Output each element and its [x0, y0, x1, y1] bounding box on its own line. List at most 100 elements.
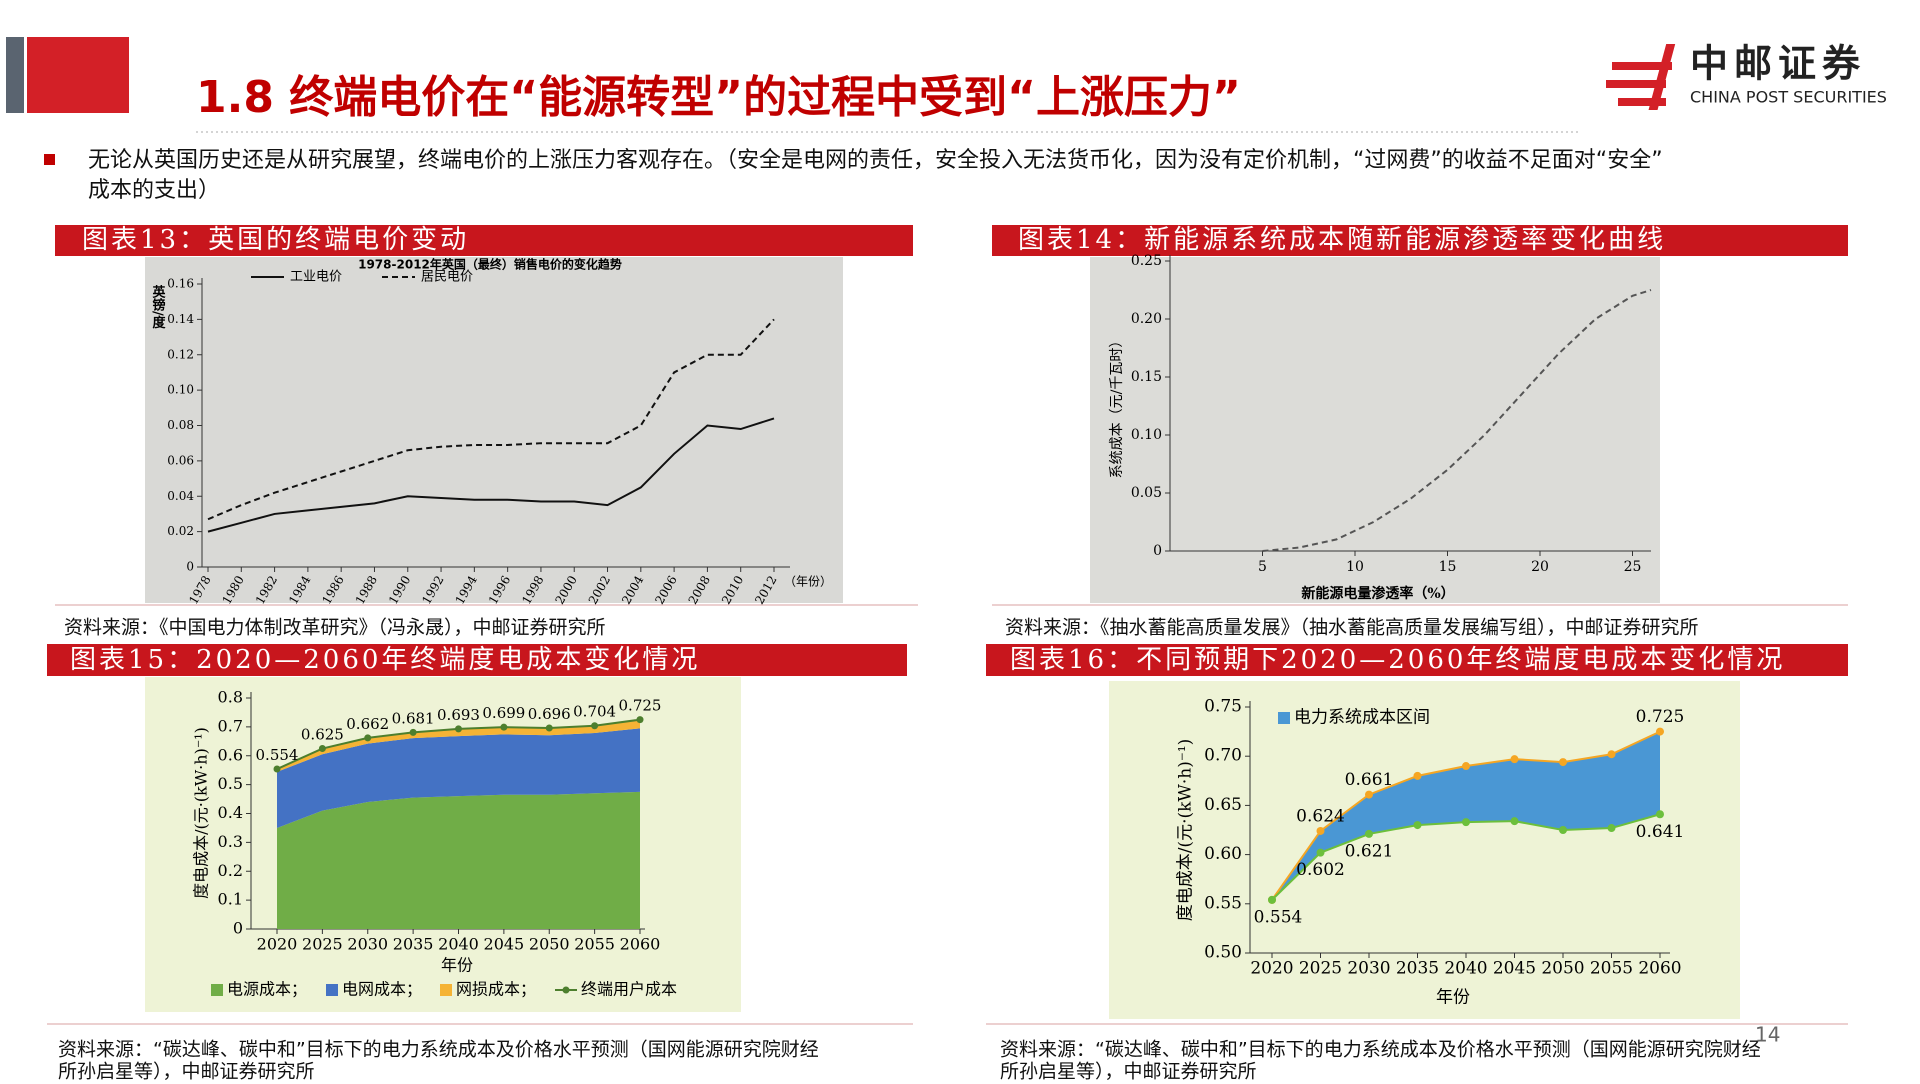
series-line: [207, 417, 775, 533]
y-tick-label: 0.10: [167, 383, 194, 397]
chart-bg: [145, 257, 843, 603]
point: [318, 745, 326, 753]
x-tick-label: 2055: [574, 935, 615, 954]
point: [636, 716, 644, 724]
point: [455, 725, 462, 733]
point: [1316, 848, 1325, 857]
x-tick-label: 2050: [529, 935, 570, 954]
legend-swatch: [562, 986, 570, 994]
y-tick-label: 0.1: [218, 890, 243, 909]
x-axis-label: （年份）: [784, 575, 832, 589]
point: [545, 724, 553, 732]
bullet-text: 无论从英国历史还是从研究展望，终端电价的上涨压力客观存在。（安全是电网的责任，安…: [88, 148, 1663, 173]
y-tick-label: 0: [1153, 543, 1162, 559]
caption-bar: [992, 225, 1848, 256]
point: [1413, 771, 1422, 780]
caption-bar: [55, 225, 913, 256]
x-axis-label: 年份: [1436, 988, 1470, 1008]
x-tick-label: 15: [1439, 559, 1457, 575]
x-axis-label: 新能源电量渗透率（%）: [1301, 585, 1454, 602]
y-tick-label: 0.4: [218, 803, 243, 822]
caption: 图表16：不同预期下2020—2060年终端度电成本变化情况: [1010, 645, 1785, 675]
x-tick-label: 10: [1346, 559, 1364, 575]
y-axis-label: 度电成本/(元·(kW·h)⁻¹): [1176, 739, 1196, 922]
point: [1268, 895, 1276, 904]
y-tick-label: 0.3: [218, 832, 243, 851]
data-label: 0.693: [437, 706, 480, 724]
x-tick-label: 2025: [1299, 959, 1342, 979]
logo-en: CHINA POST SECURITIES: [1690, 88, 1887, 107]
chart-title: 1978-2012年英国（最终）销售电价的变化趋势: [358, 257, 622, 272]
legend-label: 居民电价: [421, 270, 473, 285]
area: [277, 719, 640, 772]
legend-swatch: [1278, 712, 1290, 724]
legend-label: 终端用户成本: [581, 980, 677, 999]
data-label: 0.621: [1345, 841, 1394, 861]
logo-cn: 中邮证券: [1690, 42, 1866, 86]
legend-swatch: [326, 984, 338, 996]
x-tick-label: 2030: [1347, 959, 1390, 979]
y-tick-label: 0.50: [1204, 943, 1242, 963]
y-axis-label: 度电成本/(元·(kW·h)⁻¹): [192, 727, 211, 899]
point: [364, 734, 372, 742]
point: [1656, 727, 1664, 736]
caption: 图表14：新能源系统成本随新能源渗透率变化曲线: [1018, 225, 1666, 255]
y-axis-label: 系统成本（元/千瓦时）: [1109, 334, 1125, 479]
logo-mark: [1606, 44, 1676, 110]
y-tick-label: 0.06: [167, 453, 194, 467]
legend-label: 电力系统成本区间: [1294, 708, 1430, 728]
y-tick-label: 0: [186, 560, 194, 574]
point: [1607, 824, 1616, 833]
point: [409, 728, 417, 736]
legend-label: 电网成本；: [342, 980, 422, 999]
slide-title: 1.8 终端电价在“能源转型”的过程中受到“上涨压力”: [196, 72, 1241, 123]
legend-label: 电源成本；: [227, 980, 307, 999]
bullet-text: 成本的支出）: [88, 178, 220, 203]
y-tick-label: 0.55: [1204, 893, 1242, 913]
x-tick-label: 2030: [347, 935, 388, 954]
caption-bar: [47, 644, 907, 676]
y-axis-label: 英镑/度: [150, 284, 167, 330]
x-tick-label: 2035: [1396, 959, 1439, 979]
data-label: 0.554: [256, 746, 299, 764]
source: 所孙启星等），中邮证券研究所: [58, 1061, 315, 1081]
y-tick-label: 0.2: [218, 861, 243, 880]
point: [1365, 790, 1373, 799]
data-label: 0.725: [619, 697, 662, 715]
x-tick-label: 25: [1624, 559, 1642, 575]
bullet-marker: [44, 154, 55, 165]
source: 资料来源：“碳达峰、碳中和”目标下的电力系统成本及价格水平预测（国网能源研究院财…: [58, 1039, 819, 1061]
x-tick-label: 2045: [1493, 959, 1536, 979]
point: [1462, 762, 1470, 771]
y-tick-label: 0.8: [218, 688, 243, 707]
x-tick-label: 2055: [1590, 959, 1633, 979]
y-tick-label: 0.02: [167, 524, 194, 538]
data-label: 0.602: [1296, 860, 1345, 880]
point: [1559, 826, 1567, 834]
y-tick-label: 0.5: [218, 774, 243, 793]
x-tick-label: 2020: [1250, 959, 1293, 979]
y-tick-label: 0.10: [1131, 427, 1162, 443]
y-tick-label: 0.65: [1204, 795, 1242, 815]
source: 资料来源：《抽水蓄能高质量发展》（抽水蓄能高质量发展编写组），中邮证券研究所: [1005, 617, 1699, 639]
data-label: 0.624: [1296, 806, 1345, 826]
x-tick-label: 2020: [257, 935, 298, 954]
data-label: 0.725: [1636, 707, 1685, 727]
x-tick-label: 2025: [302, 935, 343, 954]
data-label: 0.704: [573, 703, 616, 721]
y-tick-label: 0.15: [1131, 369, 1162, 385]
data-label: 0.661: [1345, 770, 1394, 790]
header-bar: [6, 37, 24, 113]
data-label: 0.625: [301, 726, 344, 744]
x-tick-label: 2050: [1541, 959, 1584, 979]
legend-swatch: [211, 984, 223, 996]
point: [591, 722, 599, 730]
header-block: [27, 37, 129, 113]
source: 所孙启星等），中邮证券研究所: [1000, 1061, 1257, 1081]
y-tick-label: 0.05: [1131, 485, 1162, 501]
x-tick-label: 2045: [484, 935, 525, 954]
y-tick-label: 0.12: [167, 347, 194, 361]
point: [1510, 755, 1519, 764]
y-tick-label: 0.6: [218, 745, 243, 764]
